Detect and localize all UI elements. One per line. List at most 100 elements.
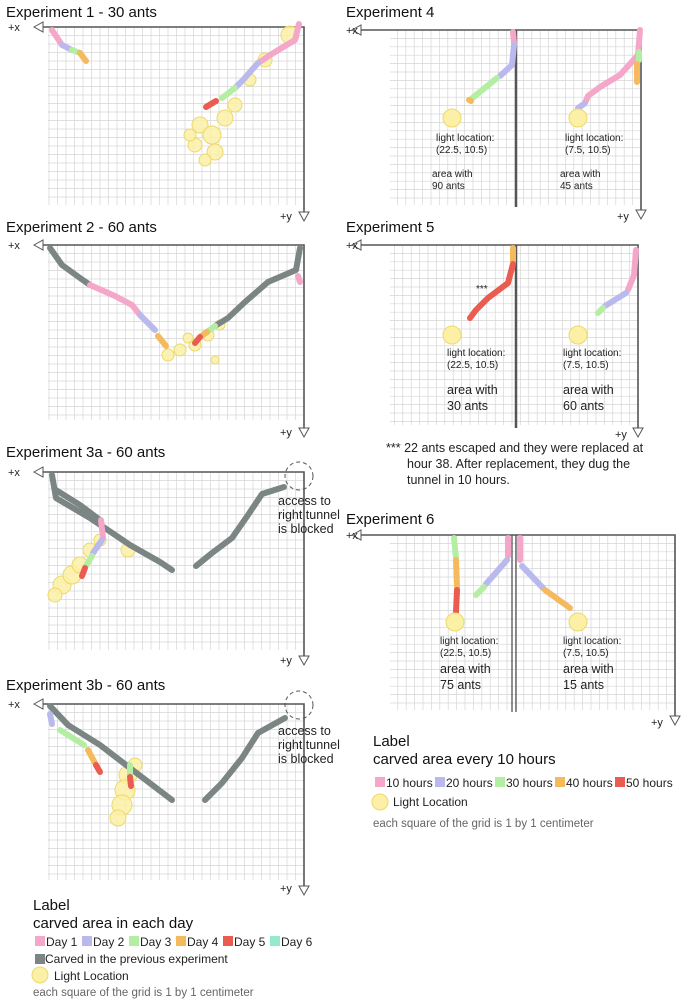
legend-light: Light Location [393,795,468,809]
area-label: area with [432,169,473,180]
y-arrow-icon [298,885,310,897]
legend-swatch [435,777,445,787]
tunnel-30h [595,305,606,316]
light-location-icon [568,612,588,632]
tunnel-40h [466,97,474,104]
legend-swatch [495,777,505,787]
tunnel-30h [451,535,459,561]
tunnel-10h [582,27,643,106]
legend-item: 30 hours [506,776,553,790]
light-location-icon [442,108,462,128]
light-location-label: light location: [447,348,505,359]
area-label: area with [563,662,614,676]
tunnel-day3 [219,85,238,101]
tunnel-20h [497,42,517,79]
y-axis-label: +y [280,427,292,439]
x-axis-label: +x [346,240,358,252]
light-location-coord: (7.5, 10.5) [563,360,609,371]
panel-title: Experiment 1 - 30 ants [6,4,157,21]
y-arrow-icon [632,427,644,439]
x-arrow-icon [350,529,362,541]
light-location-label: light location: [440,636,498,647]
legend-heading: Label [33,897,70,914]
tunnel-day4 [85,747,98,766]
legend-heading: Label [373,733,410,750]
light-location-coord: (22.5, 10.5) [436,145,487,156]
axes [40,703,305,886]
blocked-marker [284,461,314,491]
area-label: area with [560,169,601,180]
legend-swatch [82,936,92,946]
tunnel-20h [602,290,629,309]
x-axis-label: +x [8,467,20,479]
experiment-3a-panel: Experiment 3a - 60 ants +x +y access to … [6,444,340,667]
tunnel-previous [49,472,175,573]
tunnel-previous [202,715,288,803]
tunnel-day1 [87,282,143,318]
x-arrow-icon [350,239,362,251]
legend-swatch [270,936,280,946]
ant-count: 60 ants [563,399,604,413]
tunnel-day1 [295,273,303,285]
axes [40,244,305,428]
experiment-1-panel: Experiment 1 - 30 ants +x +y [6,4,310,223]
tunnel-50h [467,261,516,321]
legend-item: Day 2 [93,935,125,949]
y-arrow-icon [298,427,310,439]
light-location-coord: (7.5, 10.5) [565,145,611,156]
x-axis-label: +x [346,530,358,542]
tunnel-20h [483,557,510,587]
light-location-label: light location: [436,133,494,144]
ant-count: 75 ants [440,678,481,692]
tunnel-day4 [77,50,89,64]
tunnel-day5 [79,565,88,579]
legend-days: Label carved area in each day Day 1 Day 2… [31,897,313,999]
grid-layer [48,26,676,880]
tunnel-30h [473,584,487,598]
x-arrow-icon [32,698,44,710]
tunnel-previous [193,484,287,569]
tunnel-day3 [57,727,87,748]
ant-count: 45 ants [560,181,593,192]
legend-swatch [129,936,139,946]
legend-swatch [615,777,625,787]
legend-swatch-previous [35,954,45,964]
y-arrow-icon [669,715,681,727]
light-location-icon [568,108,588,128]
tunnel-20h [519,563,546,591]
tunnel-previous [47,703,175,803]
panel-title: Experiment 4 [346,4,434,21]
legend-subheading: carved area in each day [33,915,194,932]
x-axis-label: +x [8,240,20,252]
legend-item: 10 hours [386,776,433,790]
legend-swatch [223,936,233,946]
legend-item: 20 hours [446,776,493,790]
tunnel-previous [53,487,103,523]
tunnel-day1 [49,27,65,48]
light-location-coord: (22.5, 10.5) [447,360,498,371]
x-axis-label: +x [8,699,20,711]
legend-item: Day 3 [140,935,172,949]
light-location-coord: (7.5, 10.5) [563,648,609,659]
legend-previous: Carved in the previous experiment [45,952,228,966]
tunnel-day2 [90,537,105,556]
blocked-note: access to [278,494,331,508]
area-label: area with [563,383,614,397]
grid-note: each square of the grid is 1 by 1 centim… [33,987,254,999]
legend-item: Day 6 [281,935,313,949]
axes [359,244,639,428]
legend-light: Light Location [54,969,129,983]
x-arrow-icon [32,466,44,478]
tunnel-day5 [203,98,219,110]
panel-title: Experiment 3a - 60 ants [6,444,165,461]
tunnel-day2 [47,711,55,727]
area-label: area with [440,662,491,676]
footnote: *** 22 ants escaped and they were replac… [386,441,644,455]
y-arrow-icon [635,209,647,221]
y-axis-label: +y [615,429,627,441]
tunnel-30h [467,75,500,103]
light-location-icon [442,325,462,345]
panel-title: Experiment 6 [346,511,434,528]
x-axis-label: +x [8,22,20,34]
